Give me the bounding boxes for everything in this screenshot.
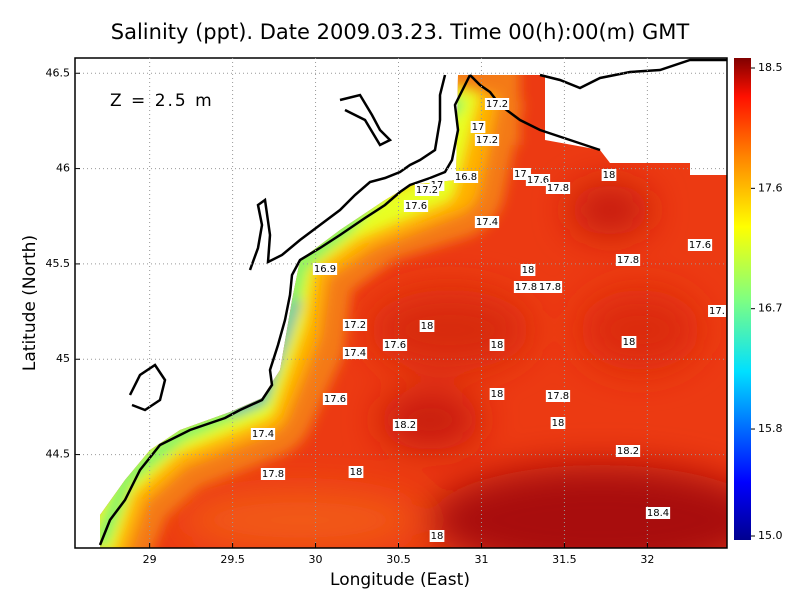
contour-label-box [250, 428, 276, 440]
contour-label: 17.6 [384, 340, 406, 351]
sea [100, 75, 727, 548]
contour-label: 17.6 [527, 175, 549, 186]
x-tick-label: 29 [143, 553, 157, 566]
contour-label: 17.2 [344, 320, 366, 331]
contour-label: 17.8 [262, 469, 284, 480]
contour-label: 17.8 [539, 282, 561, 293]
contour-label-box [419, 320, 435, 332]
contour-label-box [545, 390, 571, 402]
x-axis-label: Longitude (East) [330, 570, 470, 590]
contour-label: 18 [623, 337, 636, 348]
plot-frame [74, 57, 728, 549]
contour-label: 18 [603, 170, 616, 181]
contour-label: 18 [491, 389, 504, 400]
contour-label: 17.8 [547, 183, 569, 194]
x-tick-label: 29.5 [220, 553, 245, 566]
contour-label-box [470, 121, 486, 133]
colorbar-tick-label: 15.0 [758, 529, 783, 542]
chart-title: Salinity (ppt). Date 2009.03.23. Time 00… [111, 20, 690, 44]
contour-label-box [474, 216, 500, 228]
contour-label: 17 [472, 122, 485, 133]
contour-label: 17.8 [617, 255, 639, 266]
contour-label: 18 [491, 340, 504, 351]
contour-label-box [537, 281, 563, 293]
contour-label-box [615, 254, 641, 266]
contour-label: 16.8 [455, 172, 477, 183]
contour-label: 18 [552, 418, 565, 429]
contour-label: 16.9 [314, 264, 336, 275]
contour-label-box [601, 169, 617, 181]
contour-label-box [621, 336, 637, 348]
colorbar-tick-label: 15.8 [758, 422, 783, 435]
contour-label: 17.4 [344, 348, 366, 359]
contour-label-box [615, 445, 641, 457]
contour-label-box [429, 530, 445, 542]
contour-label-box [342, 347, 368, 359]
contour-label: 17. [709, 306, 725, 317]
depth-annotation: Z = 2.5 m [110, 91, 214, 111]
contour-label-box [382, 339, 408, 351]
contour-label: 18 [421, 321, 434, 332]
contour-label-box [342, 319, 368, 331]
y-axis-label: Latitude (North) [20, 235, 40, 371]
contour-label: 17.6 [689, 240, 711, 251]
contour-label-box [550, 417, 566, 429]
colorbar [734, 58, 751, 540]
x-tick-label: 32 [640, 553, 654, 566]
contour-label: 17.6 [405, 201, 427, 212]
contour-label-box [525, 174, 551, 186]
x-tick-label: 30 [309, 553, 323, 566]
contour-label-box [489, 339, 505, 351]
contour-label: 18 [431, 531, 444, 542]
contour-label-box [322, 393, 348, 405]
contour-label: 17.8 [515, 282, 537, 293]
contour-label-box [392, 419, 418, 431]
field [98, 58, 727, 548]
contour-label-box [484, 98, 510, 110]
contour-label: 18 [350, 467, 363, 478]
contour-label: 17. [514, 169, 530, 180]
x-tick-label: 31 [474, 553, 488, 566]
y-tick-label: 46.5 [46, 66, 71, 79]
coastline [98, 58, 727, 546]
x-tick-label: 30.5 [386, 553, 411, 566]
contour-label: 18.2 [394, 420, 416, 431]
contour-label: 18 [522, 265, 535, 276]
y-tick-label: 46 [56, 162, 70, 175]
contour-label: 17.4 [476, 217, 498, 228]
contour-label-box [545, 182, 571, 194]
contour-label-box [513, 281, 539, 293]
y-tick-label: 45.5 [46, 257, 71, 270]
contour-label: 17.2 [416, 185, 438, 196]
contour-label: 18.2 [617, 446, 639, 457]
contour-label-box [348, 466, 364, 478]
contour-label-box [708, 305, 726, 317]
contour-label-box [645, 507, 671, 519]
x-tick-label: 31.5 [552, 553, 577, 566]
contour-label: 17.2 [486, 99, 508, 110]
contour-label-box [414, 184, 440, 196]
contour-label-box [489, 388, 505, 400]
contour-label: 17.4 [252, 429, 274, 440]
colorbar-tick-label: 16.7 [758, 302, 783, 315]
contour-label-box [474, 134, 500, 146]
colorbar-tick-label: 18.5 [758, 61, 783, 74]
contour-label: 18.4 [647, 508, 669, 519]
contour-label-box [312, 263, 338, 275]
contour-label-box [520, 264, 536, 276]
contour-label-box [403, 200, 429, 212]
contour-label-box [687, 239, 713, 251]
y-tick-label: 44.5 [46, 448, 71, 461]
colorbar-tick-label: 17.6 [758, 181, 783, 194]
contour-label: 17.8 [547, 391, 569, 402]
contour-label-box [260, 468, 286, 480]
contour-label: 17.6 [324, 394, 346, 405]
contour-label: 17.2 [476, 135, 498, 146]
y-tick-label: 45 [56, 352, 70, 365]
contour-label-box [453, 171, 479, 183]
